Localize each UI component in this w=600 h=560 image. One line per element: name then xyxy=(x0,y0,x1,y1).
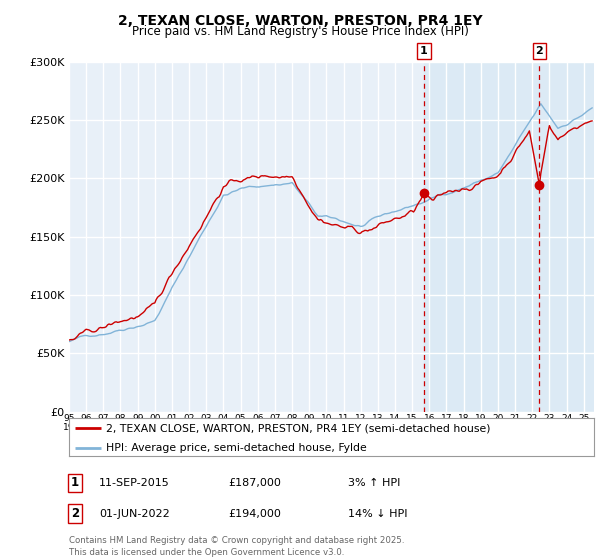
Text: 2, TEXAN CLOSE, WARTON, PRESTON, PR4 1EY (semi-detached house): 2, TEXAN CLOSE, WARTON, PRESTON, PR4 1EY… xyxy=(106,423,490,433)
Text: 2: 2 xyxy=(71,507,79,520)
Text: 14% ↓ HPI: 14% ↓ HPI xyxy=(348,508,407,519)
Text: £194,000: £194,000 xyxy=(228,508,281,519)
Text: 01-JUN-2022: 01-JUN-2022 xyxy=(99,508,170,519)
Text: 2: 2 xyxy=(536,46,544,56)
Text: £187,000: £187,000 xyxy=(228,478,281,488)
Text: Price paid vs. HM Land Registry's House Price Index (HPI): Price paid vs. HM Land Registry's House … xyxy=(131,25,469,38)
Text: 11-SEP-2015: 11-SEP-2015 xyxy=(99,478,170,488)
Text: 1: 1 xyxy=(71,476,79,489)
Text: 3% ↑ HPI: 3% ↑ HPI xyxy=(348,478,400,488)
Text: Contains HM Land Registry data © Crown copyright and database right 2025.
This d: Contains HM Land Registry data © Crown c… xyxy=(69,536,404,557)
Bar xyxy=(424,62,594,412)
Text: 1: 1 xyxy=(420,46,428,56)
Text: 2, TEXAN CLOSE, WARTON, PRESTON, PR4 1EY: 2, TEXAN CLOSE, WARTON, PRESTON, PR4 1EY xyxy=(118,14,482,28)
Text: HPI: Average price, semi-detached house, Fylde: HPI: Average price, semi-detached house,… xyxy=(106,443,367,453)
